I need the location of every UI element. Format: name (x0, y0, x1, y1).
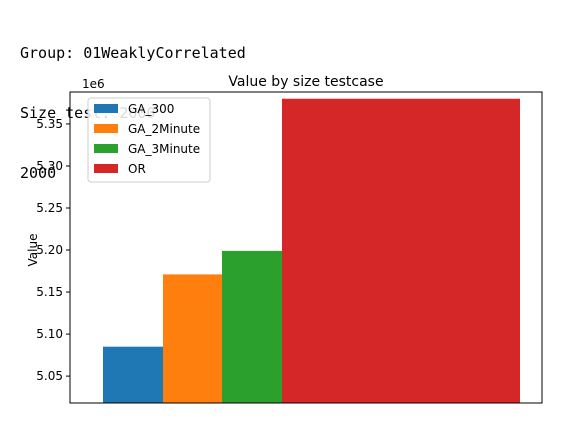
y-axis-title: Value (26, 234, 40, 267)
y-tick-label: 5.30 (36, 159, 63, 173)
y-tick-label: 5.25 (36, 201, 63, 215)
legend-swatch (94, 104, 118, 113)
plot-frame (69, 91, 543, 404)
bars (103, 98, 520, 403)
bar-ga-2minute (163, 274, 222, 403)
y-tick-label: 5.20 (36, 243, 63, 257)
legend-swatch (94, 124, 118, 133)
y-tick-label: 5.15 (36, 285, 63, 299)
y-axis: 5.05 5.10 5.15 5.20 5.25 5.30 5.35 (36, 117, 70, 383)
y-offset-label: 1e6 (82, 77, 105, 91)
legend-box (87, 97, 211, 183)
output-line-value: 2000 (20, 164, 57, 182)
bar-or (282, 98, 520, 403)
y-tick-label: 5.10 (36, 327, 63, 341)
bar-ga-300 (103, 346, 163, 403)
legend-swatch (94, 144, 118, 153)
legend: GA_300 GA_2Minute GA_3Minute OR (87, 97, 211, 183)
legend-swatch (94, 164, 118, 173)
legend-label: OR (128, 162, 146, 176)
legend-label: GA_2Minute (128, 122, 200, 136)
y-tick-label: 5.35 (36, 117, 63, 131)
legend-label: GA_3Minute (128, 142, 200, 156)
output-line-group: Group: 01WeaklyCorrelated (20, 44, 246, 62)
chart-title: Value by size testcase (228, 74, 383, 90)
bar-ga-3minute (222, 250, 282, 403)
legend-label: GA_300 (128, 102, 174, 116)
y-tick-label: 5.05 (36, 369, 63, 383)
